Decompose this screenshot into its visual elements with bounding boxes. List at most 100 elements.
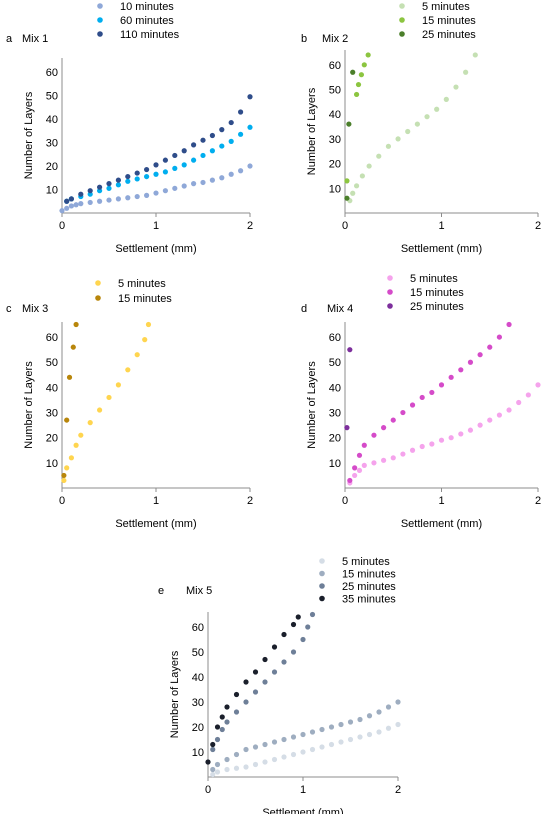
data-point: [191, 142, 197, 148]
data-point: [281, 736, 287, 743]
y-tick-label: 50: [46, 357, 58, 369]
data-point: [366, 713, 373, 719]
x-tick-label: 1: [300, 784, 306, 796]
data-point: [344, 178, 350, 184]
data-point: [385, 704, 392, 710]
data-point: [125, 367, 131, 373]
data-point: [347, 719, 354, 725]
x-tick-label: 2: [247, 495, 253, 507]
data-point: [68, 455, 74, 461]
data-point: [395, 136, 401, 142]
data-point: [347, 477, 353, 484]
y-tick-label: 10: [46, 185, 58, 197]
panel-title: Mix 5: [186, 585, 212, 597]
data-point: [338, 739, 344, 745]
data-point: [233, 691, 240, 698]
data-point: [366, 163, 372, 169]
data-point: [97, 407, 103, 413]
data-point: [376, 709, 382, 715]
y-tick-label: 30: [329, 134, 341, 146]
panel-label: a: [6, 33, 13, 45]
data-point: [409, 402, 416, 408]
x-tick-label: 0: [59, 220, 65, 232]
y-axis-title: Number of Layers: [306, 87, 318, 175]
data-point: [144, 166, 150, 173]
data-point: [361, 462, 367, 468]
legend-marker: [399, 17, 405, 23]
y-tick-label: 60: [192, 622, 204, 634]
y-tick-label: 10: [192, 747, 204, 759]
data-point: [496, 412, 502, 418]
legend-label: 110 minutes: [120, 29, 180, 41]
data-point: [238, 131, 244, 137]
x-tick-label: 2: [395, 784, 401, 796]
y-tick-label: 30: [46, 138, 58, 150]
data-point: [125, 178, 131, 184]
data-point: [224, 756, 230, 763]
y-tick-label: 30: [192, 697, 204, 709]
data-point: [219, 127, 225, 133]
data-point: [414, 121, 420, 127]
data-point: [535, 382, 541, 388]
data-point: [381, 425, 387, 431]
data-point: [228, 138, 234, 144]
y-tick-label: 50: [329, 357, 341, 369]
y-tick-label: 40: [329, 382, 341, 394]
data-point: [525, 392, 531, 398]
data-point: [506, 407, 512, 413]
data-point: [347, 736, 354, 743]
data-point: [496, 334, 502, 340]
data-point: [305, 624, 311, 630]
data-point: [300, 731, 306, 738]
x-axis-title: Settlement (mm): [115, 518, 196, 530]
data-point: [385, 725, 392, 731]
data-point: [365, 52, 371, 58]
data-point: [210, 771, 216, 778]
data-point: [487, 344, 493, 350]
data-point: [290, 751, 297, 758]
data-point: [467, 427, 474, 433]
y-axis-title: Number of Layers: [23, 361, 35, 449]
data-point: [200, 137, 206, 143]
legend-label: 35 minutes: [342, 594, 396, 606]
data-point: [191, 181, 197, 187]
data-point: [366, 731, 373, 738]
data-point: [252, 689, 259, 695]
data-point: [87, 199, 93, 206]
y-tick-label: 50: [329, 85, 341, 97]
data-point: [78, 191, 84, 197]
data-point: [247, 124, 253, 130]
data-point: [162, 157, 168, 163]
legend-marker: [387, 303, 393, 309]
data-point: [419, 443, 425, 450]
data-point: [328, 724, 335, 730]
data-point: [238, 168, 244, 174]
legend-label: 15 minutes: [422, 15, 476, 27]
data-point: [350, 69, 356, 75]
y-tick-label: 50: [192, 647, 204, 659]
data-point: [319, 744, 325, 750]
panel-title: Mix 1: [22, 33, 48, 45]
data-point: [87, 420, 93, 426]
data-point: [353, 183, 360, 189]
data-point: [358, 72, 365, 78]
legend-label: 60 minutes: [120, 15, 174, 27]
y-tick-label: 40: [46, 382, 58, 394]
data-point: [68, 196, 74, 202]
data-point: [271, 669, 278, 675]
data-point: [281, 754, 287, 760]
y-tick-label: 30: [329, 408, 341, 420]
data-point: [319, 726, 325, 733]
x-tick-label: 2: [247, 220, 253, 232]
data-point: [233, 751, 240, 758]
data-point: [453, 84, 459, 90]
data-point: [87, 188, 93, 194]
data-point: [376, 729, 382, 735]
data-point: [134, 193, 140, 200]
data-point: [106, 181, 112, 187]
data-point: [400, 409, 406, 416]
y-tick-label: 40: [329, 109, 341, 121]
y-tick-label: 20: [329, 159, 341, 171]
data-point: [300, 749, 306, 755]
data-point: [68, 203, 74, 209]
